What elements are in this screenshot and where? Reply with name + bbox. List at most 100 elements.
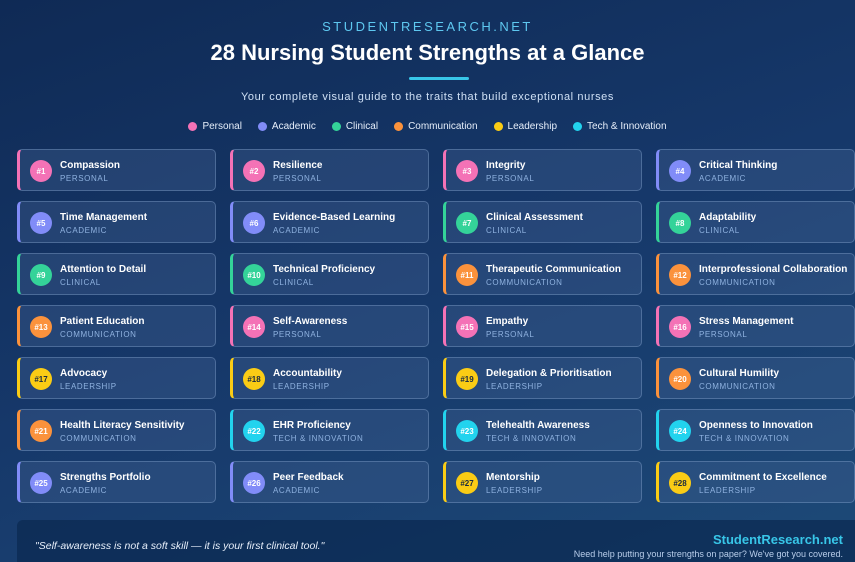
strength-name: Health Literacy Sensitivity	[60, 420, 185, 431]
strength-card: #22 EHR Proficiency TECH & INNOVATION	[230, 409, 429, 451]
strength-card: #16 Stress Management PERSONAL	[656, 305, 855, 347]
strength-name: Mentorship	[486, 472, 540, 483]
strength-name: EHR Proficiency	[273, 420, 351, 431]
strength-card: #27 Mentorship LEADERSHIP	[443, 461, 642, 503]
strength-name: Therapeutic Communication	[486, 264, 622, 275]
legend-label: Tech & Innovation	[587, 121, 667, 132]
quote: "Self-awareness is not a soft skill — it…	[35, 540, 325, 552]
strength-card: #11 Therapeutic Communication COMMUNICATIO…	[443, 253, 642, 295]
rank-badge: #12	[669, 264, 691, 286]
strength-name: Advocacy	[60, 368, 108, 379]
strength-card: #26 Peer Feedback ACADEMIC	[230, 461, 429, 503]
strength-name: Patient Education	[60, 316, 145, 327]
strength-card: #9 Attention to Detail CLINICAL	[17, 253, 216, 295]
rank-badge: #8	[669, 212, 691, 234]
strength-category: LEADERSHIP	[699, 486, 756, 495]
strength-card: #7 Clinical Assessment CLINICAL	[443, 201, 642, 243]
strength-card: #8 Adaptability CLINICAL	[656, 201, 855, 243]
strength-category: CLINICAL	[486, 226, 527, 235]
rank-badge: #5	[30, 212, 52, 234]
strength-category: PERSONAL	[486, 330, 535, 339]
rank-badge: #26	[243, 472, 265, 494]
strength-category: LEADERSHIP	[486, 486, 543, 495]
legend-label: Leadership	[507, 121, 558, 132]
legend-swatch	[188, 122, 198, 131]
strength-name: Commitment to Excellence	[699, 472, 827, 483]
rank-badge: #6	[243, 212, 265, 234]
strength-category: CLINICAL	[273, 278, 314, 287]
strength-name: Accountability	[273, 368, 342, 379]
strength-card: #3 Integrity PERSONAL	[443, 149, 642, 191]
strength-name: Empathy	[486, 316, 529, 327]
strength-card: #23 Telehealth Awareness TECH & INNOVATION	[443, 409, 642, 451]
strength-category: LEADERSHIP	[486, 382, 543, 391]
strength-category: ACADEMIC	[699, 174, 747, 183]
strength-card: #21 Health Literacy Sensitivity COMMUNICAT…	[17, 409, 216, 451]
strength-card: #18 Accountability LEADERSHIP	[230, 357, 429, 399]
strength-card: #19 Delegation & Prioritisation LEADERSHIP	[443, 357, 642, 399]
strength-name: Adaptability	[699, 212, 757, 223]
legend: Personal Academic Clinical Communication Lea…	[0, 121, 855, 132]
strength-name: Strengths Portfolio	[60, 472, 151, 483]
rank-badge: #21	[30, 420, 52, 442]
strength-category: PERSONAL	[699, 330, 748, 339]
legend-item: Communication	[394, 121, 478, 132]
strength-category: ACADEMIC	[273, 486, 321, 495]
legend-item: Clinical	[331, 121, 379, 132]
rank-badge: #15	[456, 316, 478, 338]
page-title: 28 Nursing Student Strengths at a Glance	[210, 40, 645, 65]
strength-name: Time Management	[60, 212, 148, 223]
strength-category: COMMUNICATION	[699, 278, 776, 287]
rank-badge: #11	[456, 264, 478, 286]
strength-category: COMMUNICATION	[60, 330, 137, 339]
rank-badge: #27	[456, 472, 478, 494]
rank-badge: #3	[456, 160, 478, 182]
strength-card: #6 Evidence-Based Learning ACADEMIC	[230, 201, 429, 243]
strength-name: Critical Thinking	[699, 160, 778, 171]
strength-card: #17 Advocacy LEADERSHIP	[17, 357, 216, 399]
strength-card: #5 Time Management ACADEMIC	[17, 201, 216, 243]
strength-card: #20 Cultural Humility COMMUNICATION	[656, 357, 855, 399]
rank-badge: #13	[30, 316, 52, 338]
rank-badge: #7	[456, 212, 478, 234]
legend-item: Academic	[257, 121, 316, 132]
strength-category: CLINICAL	[699, 226, 740, 235]
rank-badge: #16	[669, 316, 691, 338]
strength-name: Peer Feedback	[273, 472, 344, 483]
strength-category: LEADERSHIP	[273, 382, 330, 391]
strength-name: Attention to Detail	[60, 264, 147, 275]
strength-name: Integrity	[486, 160, 526, 171]
strength-category: LEADERSHIP	[60, 382, 117, 391]
legend-swatch	[331, 122, 341, 131]
rank-badge: #24	[669, 420, 691, 442]
legend-label: Communication	[408, 121, 478, 132]
strength-card: #13 Patient Education COMMUNICATION	[17, 305, 216, 347]
strength-card: #25 Strengths Portfolio ACADEMIC	[17, 461, 216, 503]
strength-card: #28 Commitment to Excellence LEADERSHIP	[656, 461, 855, 503]
legend-label: Clinical	[345, 121, 379, 132]
legend-swatch	[493, 122, 503, 131]
brand[interactable]: StudentResearch.net	[712, 532, 843, 547]
legend-item: Leadership	[493, 121, 558, 132]
strength-category: PERSONAL	[60, 174, 109, 183]
strength-card: #24 Openness to Innovation TECH & INNOVATI…	[656, 409, 855, 451]
strength-category: ACADEMIC	[273, 226, 321, 235]
strength-category: PERSONAL	[486, 174, 535, 183]
legend-item: Personal	[188, 121, 242, 132]
strength-category: CLINICAL	[60, 278, 101, 287]
strength-card: #15 Empathy PERSONAL	[443, 305, 642, 347]
strength-category: PERSONAL	[273, 330, 322, 339]
title-rule	[409, 77, 469, 80]
strength-card: #1 Compassion PERSONAL	[17, 149, 216, 191]
rank-badge: #14	[243, 316, 265, 338]
strength-card: #2 Resilience PERSONAL	[230, 149, 429, 191]
strength-name: Telehealth Awareness	[486, 420, 590, 431]
rank-badge: #18	[243, 368, 265, 390]
site-name: STUDENTRESEARCH.NET	[322, 19, 533, 34]
strength-category: TECH & INNOVATION	[273, 434, 364, 443]
rank-badge: #22	[243, 420, 265, 442]
strength-name: Stress Management	[699, 316, 794, 327]
strength-name: Compassion	[60, 160, 121, 171]
strength-category: COMMUNICATION	[699, 382, 776, 391]
rank-badge: #28	[669, 472, 691, 494]
